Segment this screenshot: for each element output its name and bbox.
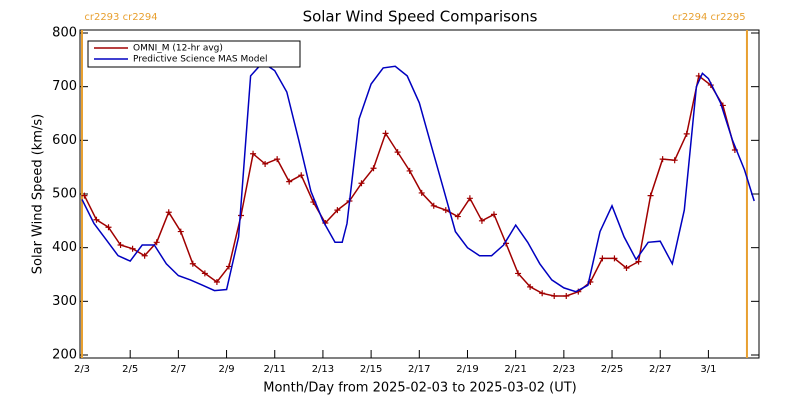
y-tick-label: 300 [52, 294, 77, 309]
x-tick-label: 2/5 [122, 364, 138, 375]
point-marker [551, 292, 558, 299]
point-marker [298, 172, 305, 179]
point-marker [286, 178, 293, 185]
x-tick-label: 2/13 [312, 364, 334, 375]
x-tick-label: 2/9 [219, 364, 235, 375]
x-tick-label: 2/19 [456, 364, 478, 375]
x-tick-label: 2/27 [649, 364, 671, 375]
point-marker [418, 189, 425, 196]
point-marker [478, 217, 485, 224]
point-marker [141, 252, 148, 259]
legend-box [87, 40, 301, 68]
x-tick-label: 3/1 [700, 364, 716, 375]
point-marker [394, 149, 401, 156]
point-marker [527, 283, 534, 290]
y-tick-label: 200 [52, 348, 77, 363]
point-marker [153, 239, 160, 246]
point-marker [250, 150, 257, 157]
x-tick-label: 2/3 [74, 364, 90, 375]
series-line [81, 61, 755, 293]
y-axis-label: Solar Wind Speed (km/s) [31, 114, 46, 274]
legend-label: Predictive Science MAS Model [133, 55, 268, 65]
point-marker [382, 130, 389, 137]
point-marker [177, 228, 184, 235]
y-tick-label: 600 [52, 133, 77, 148]
point-marker [117, 241, 124, 248]
point-marker [659, 156, 666, 163]
point-marker [442, 207, 449, 214]
point-marker [406, 167, 413, 174]
point-marker [635, 258, 642, 265]
point-marker [93, 216, 100, 223]
point-marker [454, 213, 461, 220]
x-tick-label: 2/23 [553, 364, 575, 375]
x-tick-label: 2/25 [601, 364, 623, 375]
point-marker [683, 130, 690, 137]
point-marker [213, 279, 220, 286]
point-marker [358, 180, 365, 187]
point-marker [105, 224, 112, 231]
point-marker [225, 263, 232, 270]
point-marker [370, 165, 377, 172]
point-marker [599, 255, 606, 262]
point-marker [189, 260, 196, 267]
point-marker [611, 255, 618, 262]
point-marker [563, 292, 570, 299]
rotation-label: cr2294 cr2295 [672, 12, 745, 23]
point-marker [623, 265, 630, 272]
point-marker [81, 192, 88, 199]
y-tick-label: 500 [52, 187, 77, 202]
x-tick-label: 2/11 [264, 364, 286, 375]
x-tick-label: 2/15 [360, 364, 382, 375]
rotation-label: cr2293 cr2294 [84, 12, 157, 23]
plot-frame [79, 29, 760, 359]
point-marker [539, 290, 546, 297]
y-tick-label: 700 [52, 79, 77, 94]
point-marker [165, 209, 172, 216]
point-marker [490, 211, 497, 218]
x-tick-label: 2/17 [408, 364, 430, 375]
chart-title: Solar Wind Speed Comparisons [303, 8, 538, 26]
point-marker [430, 202, 437, 209]
y-tick-label: 800 [52, 26, 77, 41]
x-tick-label: 2/7 [170, 364, 186, 375]
legend-label: OMNI_M (12-hr avg) [133, 44, 223, 54]
point-marker [647, 192, 654, 199]
point-marker [129, 245, 136, 252]
legend: OMNI_M (12-hr avg)Predictive Science MAS… [87, 40, 301, 68]
point-marker [466, 195, 473, 202]
point-marker [201, 270, 208, 277]
y-tick-label: 400 [52, 240, 77, 255]
series-line [83, 74, 736, 297]
point-marker [515, 270, 522, 277]
point-marker [262, 160, 269, 167]
x-axis-label: Month/Day from 2025-02-03 to 2025-03-02 … [263, 381, 576, 396]
x-tick-label: 2/21 [504, 364, 526, 375]
point-marker [334, 207, 341, 214]
point-marker [274, 156, 281, 163]
point-marker [671, 157, 678, 164]
